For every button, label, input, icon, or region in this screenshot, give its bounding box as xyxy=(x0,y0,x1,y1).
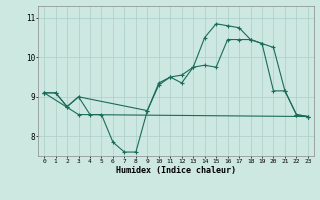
X-axis label: Humidex (Indice chaleur): Humidex (Indice chaleur) xyxy=(116,166,236,175)
